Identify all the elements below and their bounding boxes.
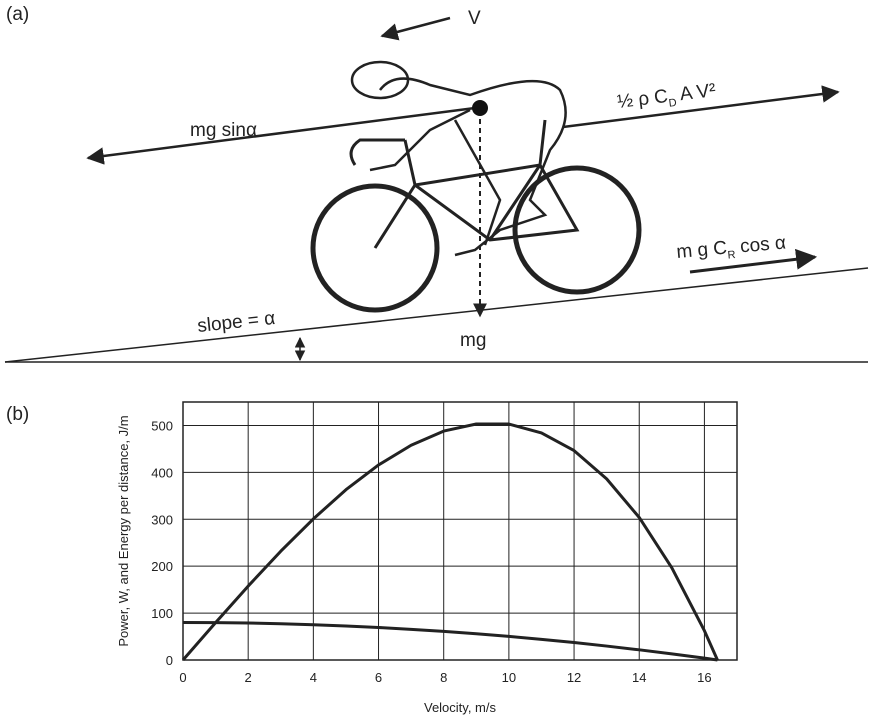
rolling-arrow [689,248,818,274]
y-tick-label: 0 [166,653,173,668]
gravity-label: mg sinα [190,120,257,141]
x-tick-label: 14 [632,670,646,685]
y-tick-label: 500 [151,418,173,433]
velocity-label: V [468,8,481,29]
center-of-mass [472,100,488,116]
rolling-label: m g CR cos α [676,232,787,265]
drag-label-part: A V² [675,80,717,106]
rider [369,77,567,257]
drag-label: ½ ρ CD A V² [616,80,717,116]
x-tick-label: 2 [245,670,252,685]
x-tick-label: 10 [502,670,516,685]
rider-head [350,60,410,100]
data-line [182,620,718,662]
x-tick-label: 12 [567,670,581,685]
velocity-arrow [380,16,451,41]
panel-label: (a) [6,4,29,25]
y-axis-label: Power, W, and Energy per distance, J/m [116,415,131,646]
y-tick-label: 300 [151,512,173,527]
drag-label-sub: D [668,97,677,110]
panel-label: (b) [6,404,29,425]
wheel [512,165,642,295]
handlebar [349,138,417,186]
y-tick-label: 200 [151,559,173,574]
diagram [4,16,869,363]
x-axis-label: Velocity, m/s [424,700,497,715]
bike-frame [373,119,580,249]
rolling-label-part: cos α [734,232,787,257]
wheel [310,183,440,313]
x-tick-label: 4 [310,670,317,685]
drag-label-part: ½ ρ C [616,86,669,113]
slope-line [4,267,869,363]
x-tick-label: 6 [375,670,382,685]
rolling-label-part: m g C [676,238,728,263]
slope-label: slope = α [196,308,276,337]
x-tick-label: 8 [440,670,447,685]
y-tick-label: 400 [151,465,173,480]
data-line [181,422,719,661]
weight-label: mg [460,330,486,351]
drag-arrow [562,85,840,129]
plot-frame [182,401,738,661]
gravity-arrow [86,106,476,165]
x-tick-label: 0 [179,670,186,685]
rolling-label-sub: R [727,249,736,262]
x-tick-label: 16 [697,670,711,685]
chart: 0 100 200 300 400 500 0 2 4 6 8 10 12 14 16 [151,401,738,685]
y-tick-label: 100 [151,606,173,621]
